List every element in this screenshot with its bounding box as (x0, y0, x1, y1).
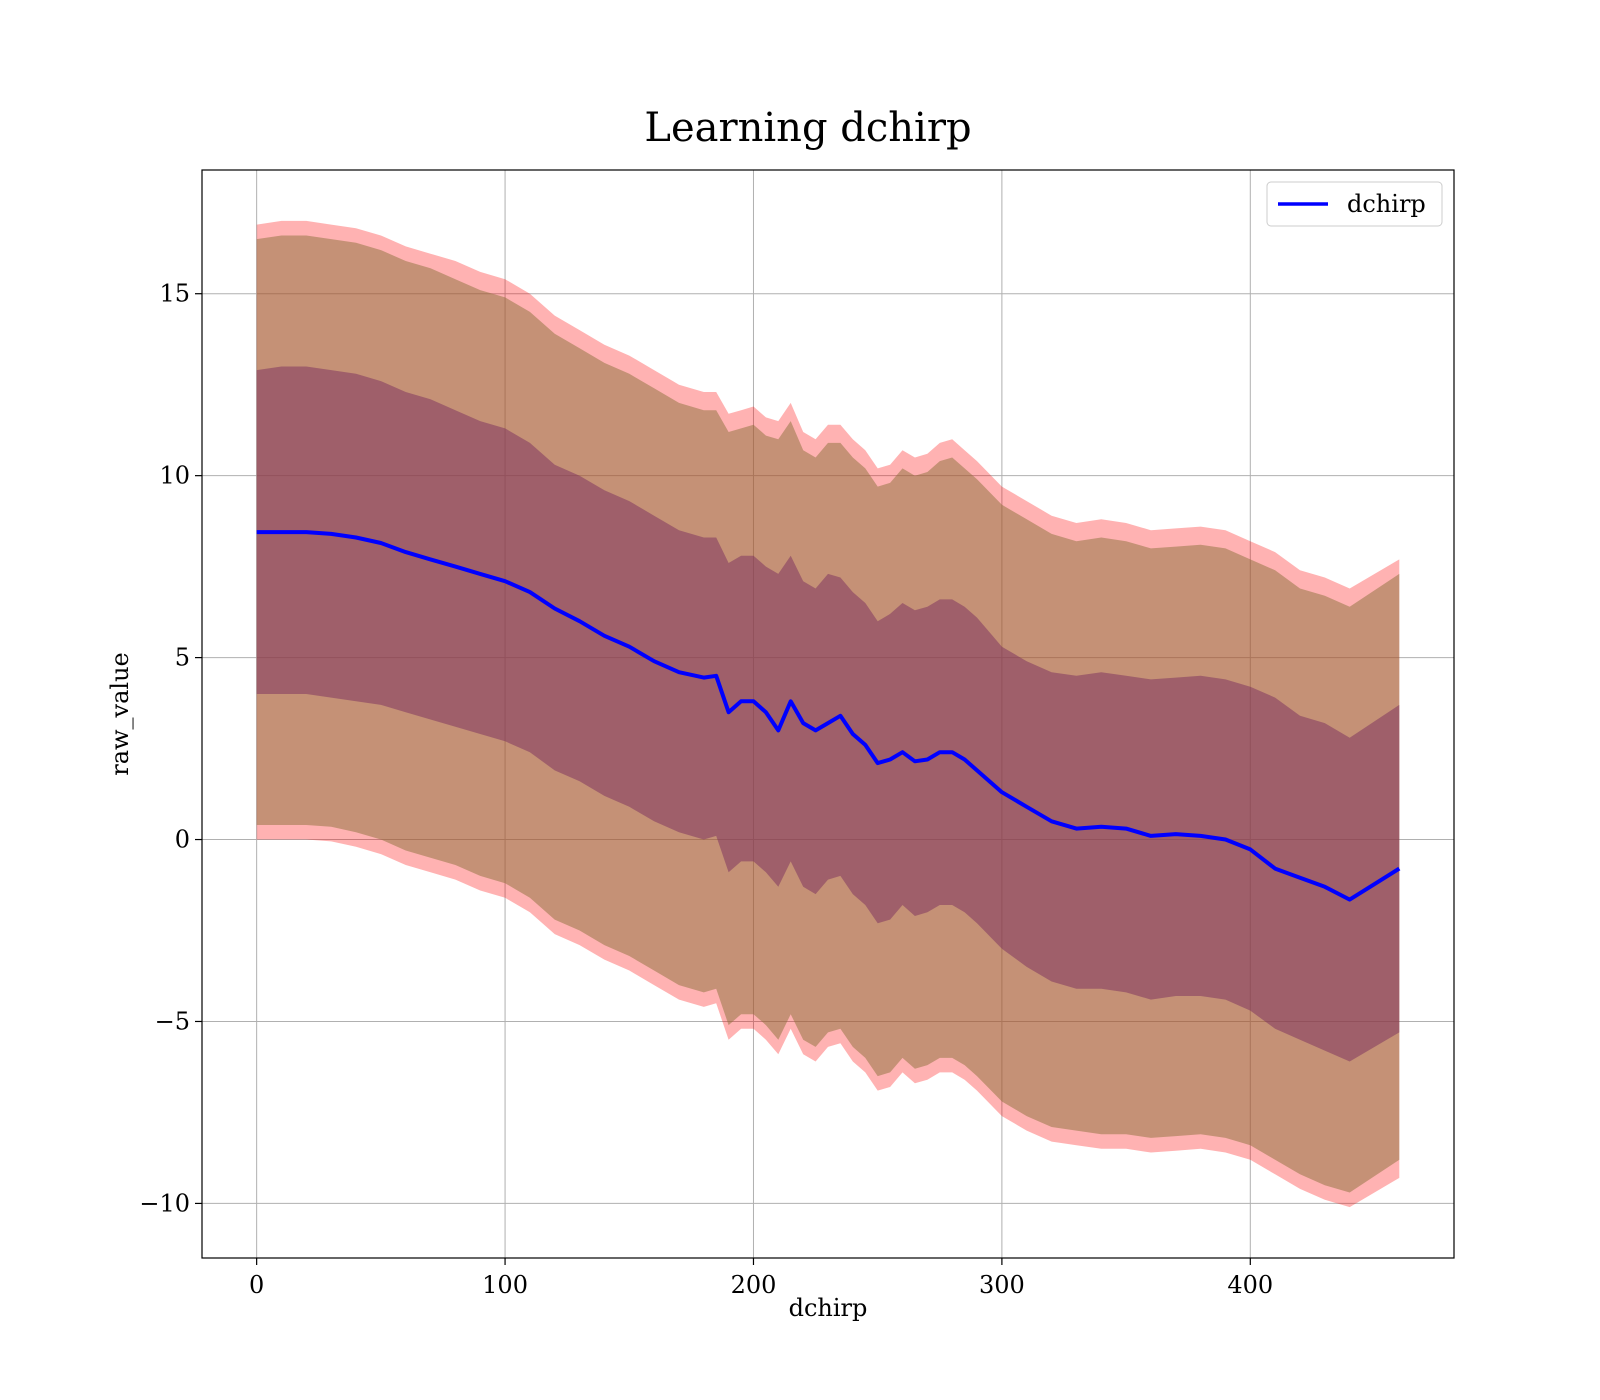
x-tick-label: 400 (1227, 1271, 1273, 1299)
x-axis-label: dchirp (789, 1294, 868, 1322)
x-axis-ticks: 0 100 200 300 400 (249, 1258, 1273, 1299)
legend: dchirp (1266, 181, 1443, 227)
y-tick-label: −5 (155, 1007, 190, 1035)
confidence-bands (256, 220, 1400, 1208)
x-tick-label: 300 (979, 1271, 1025, 1299)
series-lines (256, 530, 1401, 902)
plot-frame (201, 169, 1455, 1259)
y-tick-label: 0 (175, 826, 190, 854)
x-tick-label: 100 (482, 1271, 528, 1299)
x-tick-label: 200 (731, 1271, 777, 1299)
legend-label-dchirp: dchirp (1347, 190, 1426, 218)
y-tick-label: −10 (139, 1189, 190, 1217)
y-axis-ticks: −10 −5 0 5 10 15 (139, 280, 202, 1217)
legend-box (1266, 181, 1443, 227)
x-tick-label: 0 (249, 1271, 264, 1299)
y-tick-label: 10 (159, 462, 190, 490)
inner-band (256, 366, 1400, 1062)
y-axis-label: raw_value (106, 652, 134, 776)
series-line-dchirp (256, 530, 1401, 902)
y-tick-label: 15 (159, 280, 190, 308)
chart-title: Learning dchirp (644, 105, 971, 151)
y-tick-label: 5 (175, 644, 190, 672)
